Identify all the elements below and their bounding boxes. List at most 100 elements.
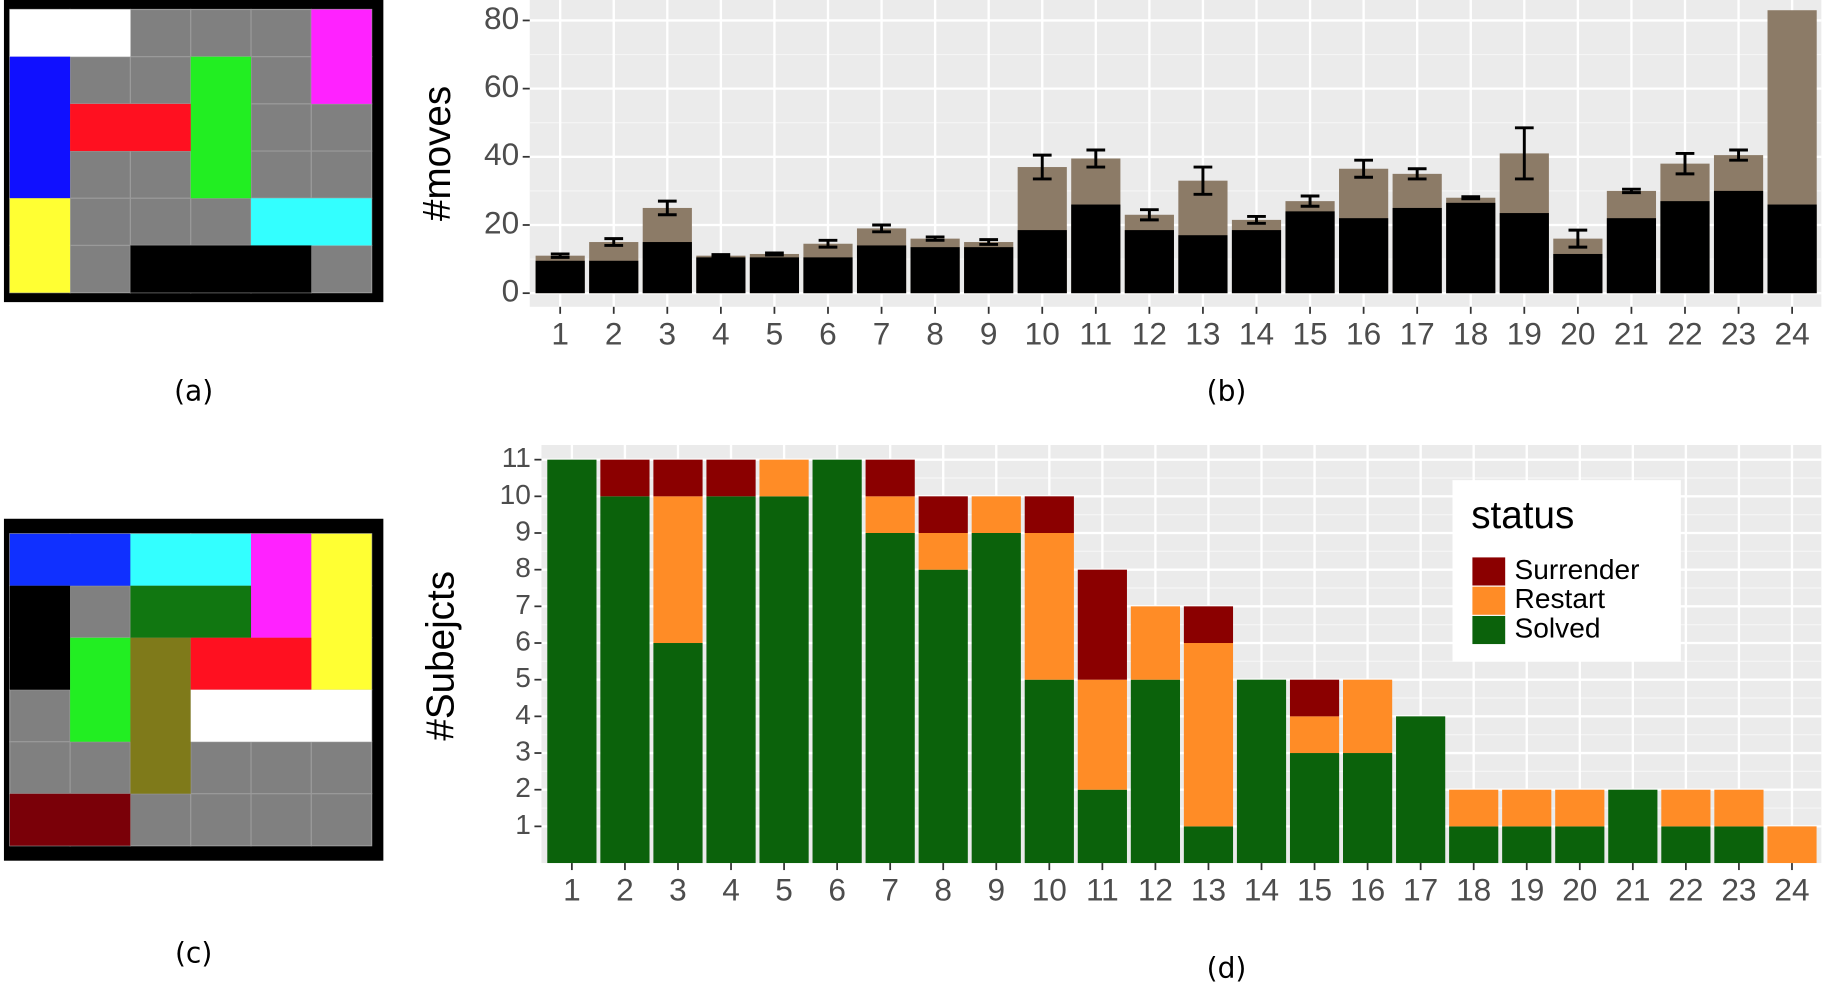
bar <box>1124 230 1174 294</box>
error-bar <box>1622 187 1641 195</box>
board-piece <box>9 9 131 57</box>
x-tick-label: 13 <box>1191 872 1226 908</box>
bar <box>865 532 915 864</box>
x-tick-label: 24 <box>1775 315 1810 351</box>
bar <box>547 459 597 864</box>
bar <box>865 496 915 533</box>
board-cell <box>310 741 373 795</box>
board-piece <box>9 56 71 199</box>
x-tick-label: 16 <box>1350 872 1385 908</box>
board-cell <box>129 56 192 105</box>
x-tick-label: 18 <box>1453 315 1488 351</box>
bar <box>1714 826 1764 864</box>
y-tick-label: 60 <box>484 68 519 104</box>
x-tick-label: 21 <box>1615 872 1650 908</box>
x-tick-label: 15 <box>1297 872 1332 908</box>
board-piece <box>251 533 312 638</box>
bar <box>1661 789 1711 827</box>
x-tick-label: 19 <box>1507 315 1542 351</box>
bar <box>706 459 756 497</box>
x-tick-label: 20 <box>1560 315 1595 351</box>
bar <box>600 459 650 497</box>
y-tick-label: 20 <box>484 204 519 240</box>
bar <box>1555 826 1605 864</box>
bar <box>749 257 800 294</box>
x-tick-label: 5 <box>766 315 784 351</box>
bar <box>759 459 809 497</box>
error-bar <box>925 235 945 242</box>
x-tick-label: 12 <box>1132 315 1167 351</box>
board-cell <box>129 8 192 58</box>
x-tick-label: 19 <box>1509 872 1544 908</box>
x-tick-label: 3 <box>669 872 687 908</box>
bar <box>910 247 960 294</box>
board-cell <box>69 150 132 199</box>
bar <box>1502 789 1552 827</box>
x-tick-label: 8 <box>926 315 944 351</box>
bar <box>1289 679 1340 717</box>
y-tick-label: 3 <box>515 735 531 766</box>
x-tick-label: 13 <box>1185 315 1220 351</box>
legend-swatch <box>1472 586 1506 615</box>
board-cell <box>9 689 71 743</box>
x-tick-label: 17 <box>1400 315 1435 351</box>
board-cell <box>129 197 192 247</box>
bar <box>918 569 968 864</box>
y-tick-label: 2 <box>515 772 531 803</box>
board-piece <box>251 198 372 246</box>
bar <box>653 459 703 497</box>
x-tick-label: 11 <box>1079 315 1112 351</box>
x-tick-label: 14 <box>1239 315 1274 351</box>
error-bar <box>711 253 731 259</box>
bar <box>812 459 862 864</box>
y-axis-label: #moves <box>416 86 459 221</box>
bar <box>1183 606 1234 644</box>
bar <box>1130 679 1181 864</box>
board-piece <box>311 533 372 690</box>
caption: (d) <box>1207 952 1247 985</box>
x-tick-label: 4 <box>722 872 740 908</box>
bar <box>1024 496 1074 533</box>
error-bar <box>765 251 784 257</box>
board-cell <box>250 8 312 58</box>
error-bar <box>1407 167 1427 181</box>
y-tick-label: 7 <box>515 589 531 620</box>
error-bar <box>1086 148 1106 169</box>
error-bar <box>872 223 891 234</box>
x-tick-label: 16 <box>1346 315 1381 351</box>
y-axis-label: #Subejcts <box>419 571 462 741</box>
bar <box>1024 532 1074 680</box>
bar <box>696 257 746 294</box>
y-tick-label: 9 <box>515 515 531 546</box>
bar <box>653 496 703 644</box>
bar <box>971 496 1021 533</box>
bar <box>856 245 907 294</box>
x-tick-label: 6 <box>819 315 837 351</box>
bar <box>1024 679 1074 864</box>
bar <box>1606 218 1657 294</box>
board-piece <box>9 793 131 846</box>
error-bar <box>1300 194 1320 208</box>
error-bar <box>550 252 570 259</box>
error-bar <box>604 237 624 247</box>
board-cell <box>69 585 132 639</box>
bar <box>1077 789 1127 864</box>
bar <box>1392 207 1442 294</box>
board-cell <box>310 103 373 152</box>
legend-swatch <box>1472 615 1506 645</box>
y-tick-label: 11 <box>502 442 531 473</box>
y-tick-label: 8 <box>515 552 531 583</box>
x-tick-label: 1 <box>551 315 569 351</box>
bar <box>918 496 968 533</box>
bar <box>1289 716 1340 754</box>
caption: (a) <box>174 374 213 407</box>
board-cell <box>250 741 312 795</box>
bar <box>1231 230 1282 294</box>
x-tick-label: 9 <box>980 315 998 351</box>
error-bar <box>1729 148 1748 162</box>
x-tick-label: 10 <box>1032 872 1067 908</box>
x-tick-label: 6 <box>828 872 846 908</box>
bar <box>1714 789 1764 827</box>
x-tick-label: 2 <box>605 315 623 351</box>
